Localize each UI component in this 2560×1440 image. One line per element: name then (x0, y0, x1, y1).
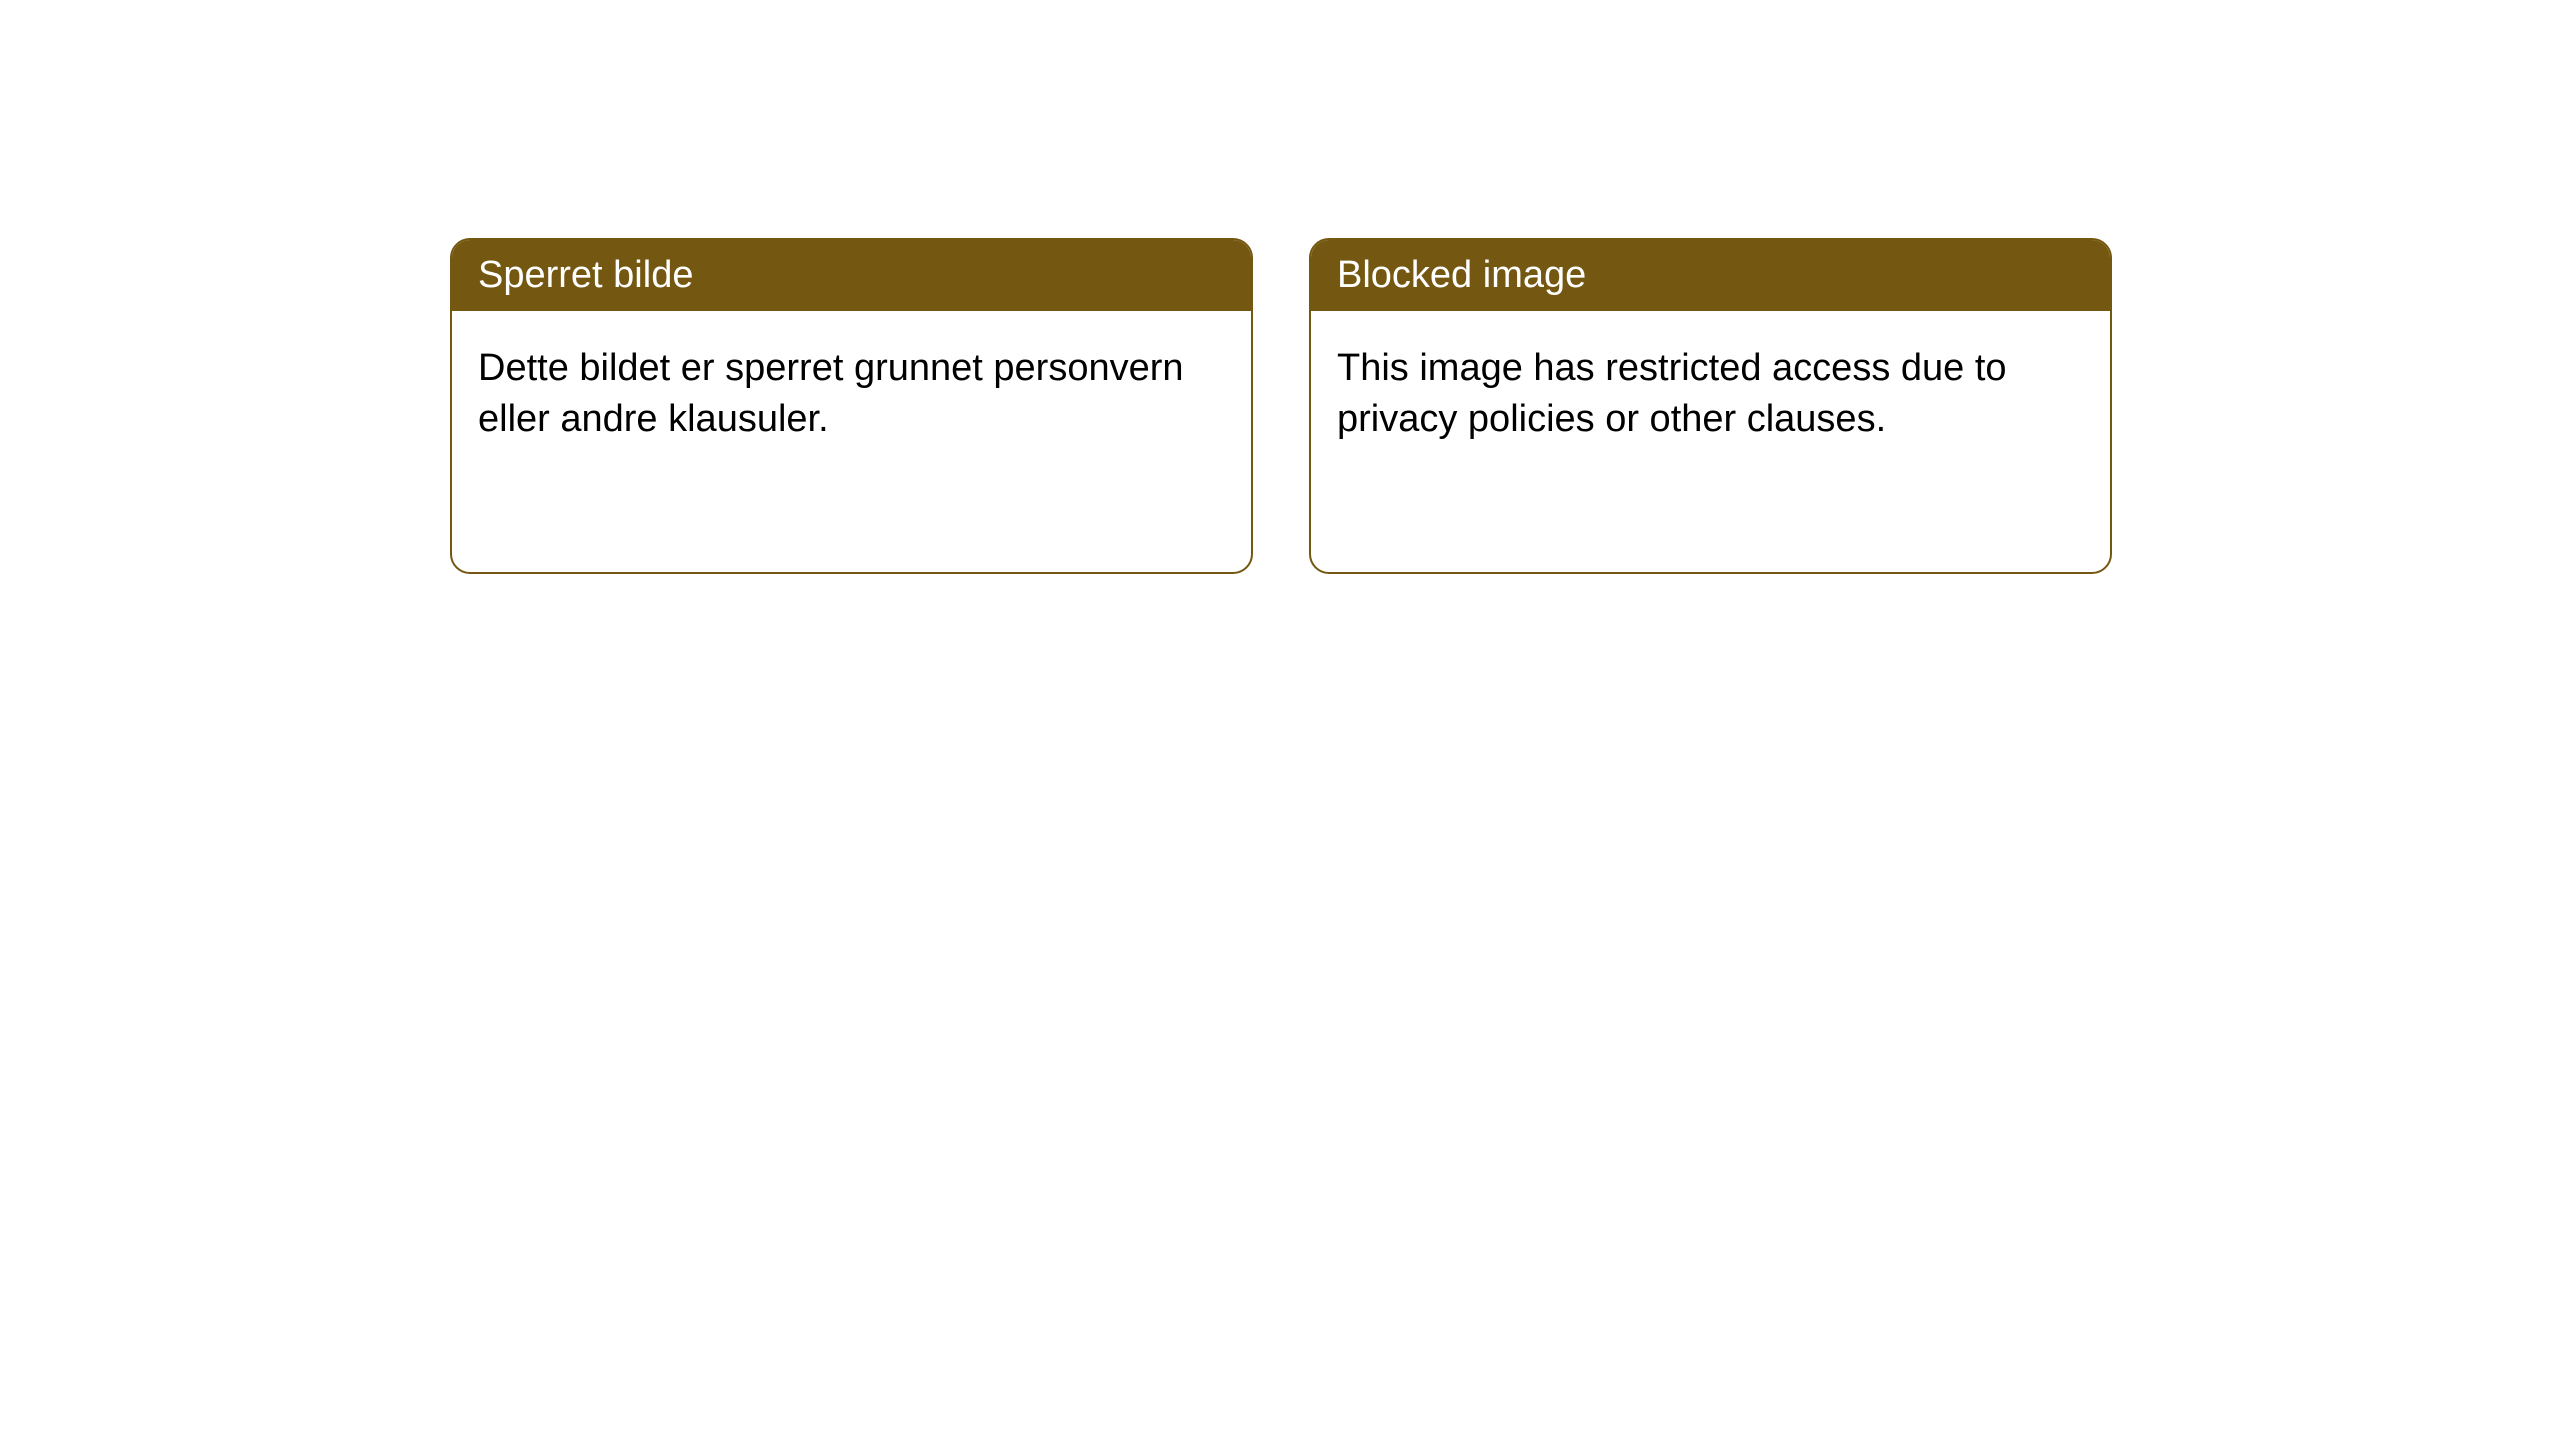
card-body-text: This image has restricted access due to … (1337, 347, 2007, 440)
card-header: Sperret bilde (452, 240, 1251, 311)
card-body: Dette bildet er sperret grunnet personve… (452, 311, 1251, 572)
blocked-image-card-en: Blocked image This image has restricted … (1309, 238, 2112, 574)
card-container: Sperret bilde Dette bildet er sperret gr… (450, 238, 2560, 574)
blocked-image-card-no: Sperret bilde Dette bildet er sperret gr… (450, 238, 1253, 574)
card-body-text: Dette bildet er sperret grunnet personve… (478, 347, 1184, 440)
card-title: Sperret bilde (478, 254, 693, 296)
card-body: This image has restricted access due to … (1311, 311, 2110, 572)
card-header: Blocked image (1311, 240, 2110, 311)
card-title: Blocked image (1337, 254, 1586, 296)
